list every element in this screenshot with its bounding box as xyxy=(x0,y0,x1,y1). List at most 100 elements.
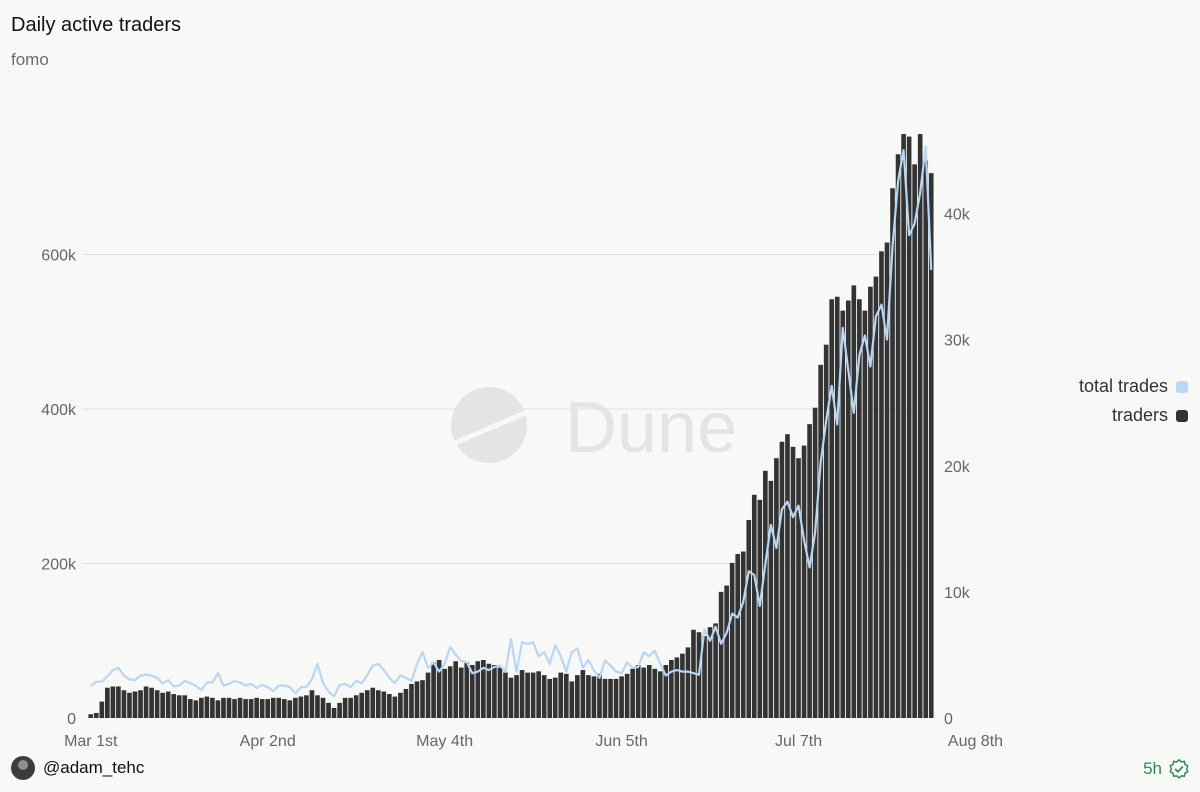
bar-traders xyxy=(862,310,868,718)
bar-traders xyxy=(575,675,580,718)
bar-traders xyxy=(464,662,470,718)
bar-traders xyxy=(729,562,735,718)
bar-traders xyxy=(143,686,149,718)
bar-traders xyxy=(928,173,934,719)
bar-traders xyxy=(785,434,790,718)
bar-traders xyxy=(298,696,304,718)
y-right-tick-label: 30k xyxy=(944,333,971,350)
bar-traders xyxy=(304,695,309,718)
bar-traders xyxy=(763,470,768,718)
bar-traders xyxy=(453,661,459,718)
bar-traders xyxy=(652,668,658,718)
bar-traders xyxy=(530,672,536,718)
y-left-tick-label: 0 xyxy=(67,711,76,728)
bar-traders xyxy=(503,672,508,718)
bar-traders xyxy=(823,344,829,718)
bar-traders xyxy=(740,551,746,718)
bar-traders xyxy=(442,668,447,718)
bar-traders xyxy=(199,697,204,718)
dune-watermark: Dune xyxy=(451,387,737,468)
author[interactable]: @adam_tehc xyxy=(11,756,144,780)
x-tick-label: Jul 7th xyxy=(775,733,822,750)
bar-traders xyxy=(176,695,182,718)
bar-traders xyxy=(287,700,293,718)
bar-traders xyxy=(541,675,547,718)
bar-traders xyxy=(746,519,752,718)
bar-traders xyxy=(337,702,342,718)
bar-traders xyxy=(420,680,425,718)
bar-traders xyxy=(840,310,846,718)
bar-traders xyxy=(669,659,674,718)
verified-check-icon xyxy=(1169,758,1189,779)
x-tick-label: Aug 8th xyxy=(948,733,1003,750)
bar-traders xyxy=(801,445,807,718)
bar-traders xyxy=(536,671,541,718)
bar-traders xyxy=(486,663,492,718)
bar-traders xyxy=(348,697,353,718)
bar-traders xyxy=(917,134,923,719)
bar-traders xyxy=(713,623,718,718)
bar-traders xyxy=(508,677,514,718)
bar-traders xyxy=(901,134,906,719)
bar-traders xyxy=(608,678,613,718)
bar-traders xyxy=(563,673,569,718)
bar-traders xyxy=(370,687,376,718)
bar-traders xyxy=(834,296,840,718)
bar-traders xyxy=(121,690,127,718)
bar-traders xyxy=(619,676,624,718)
bar-traders xyxy=(309,690,315,718)
bar-traders xyxy=(845,300,851,718)
avatar xyxy=(11,756,35,780)
bar-traders xyxy=(818,364,823,718)
legend-item-traders[interactable]: traders xyxy=(1079,401,1188,430)
bar-traders xyxy=(353,695,359,718)
bar-traders xyxy=(525,672,530,718)
bar-traders xyxy=(492,665,497,718)
legend-item-total-trades[interactable]: total trades xyxy=(1079,372,1188,401)
bar-traders xyxy=(774,458,779,718)
bar-traders xyxy=(93,712,99,718)
bar-traders xyxy=(646,665,652,718)
y-right-tick-label: 0 xyxy=(944,711,953,728)
bar-traders xyxy=(630,668,635,718)
bar-traders xyxy=(326,702,331,718)
bar-traders xyxy=(475,661,481,718)
bar-traders xyxy=(873,276,879,718)
bar-traders xyxy=(425,672,431,718)
bar-traders xyxy=(779,441,785,718)
x-tick-label: Mar 1st xyxy=(64,733,118,750)
bar-traders xyxy=(392,696,398,718)
bar-traders xyxy=(132,691,138,718)
bar-traders xyxy=(387,694,392,718)
x-tick-label: Jun 5th xyxy=(595,733,647,750)
bar-traders xyxy=(398,692,403,718)
bar-traders xyxy=(569,681,575,718)
bar-traders xyxy=(602,678,608,718)
axes: 0 200k 400k 600k 0 10k 20k 30k 40k Mar 1st Apr 2nd… xyxy=(41,207,1003,750)
bar-traders xyxy=(519,670,525,718)
bar-traders xyxy=(514,675,519,718)
bar-traders xyxy=(243,699,248,718)
bar-traders xyxy=(237,697,243,718)
bar-traders xyxy=(674,657,680,718)
bar-traders xyxy=(226,697,232,718)
bar-traders xyxy=(436,659,442,718)
watermark-text: Dune xyxy=(565,388,737,468)
bar-traders xyxy=(160,692,165,718)
total-trades-line xyxy=(90,145,933,698)
bar-traders xyxy=(281,699,287,718)
bar-traders xyxy=(99,701,105,718)
age-label: 5h xyxy=(1143,759,1162,778)
bar-traders xyxy=(171,694,177,718)
x-tick-label: Apr 2nd xyxy=(240,733,296,750)
bar-traders xyxy=(469,665,475,718)
chart-title: Daily active traders xyxy=(11,14,182,36)
bar-traders xyxy=(232,699,237,718)
author-handle: @adam_tehc xyxy=(43,758,145,777)
bar-traders xyxy=(890,188,895,719)
bar-traders xyxy=(254,697,259,718)
bar-traders xyxy=(895,154,901,718)
bar-traders xyxy=(403,688,409,718)
dune-logo-icon xyxy=(451,387,527,463)
bar-traders xyxy=(735,554,741,718)
